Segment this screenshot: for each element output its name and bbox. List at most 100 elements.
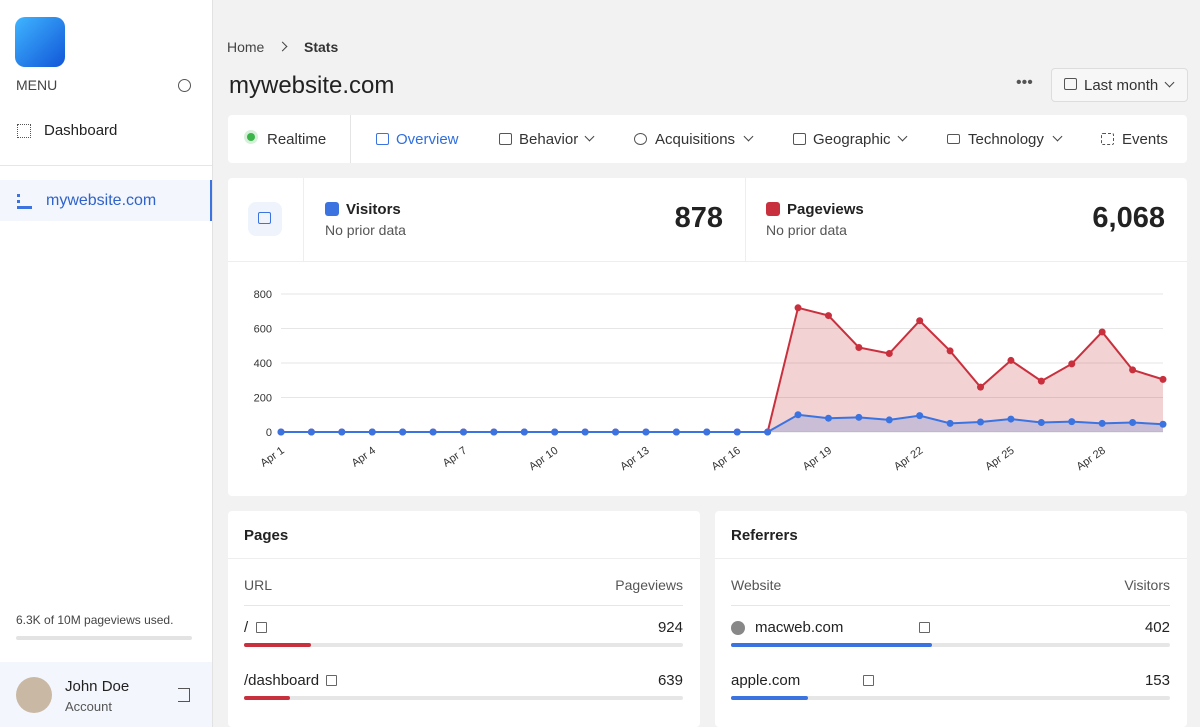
page-title: mywebsite.com: [229, 72, 395, 99]
row-label[interactable]: /dashboard: [244, 672, 320, 689]
icon: [258, 212, 271, 224]
bar-track: [731, 696, 1170, 700]
x-tick-label: Apr 19: [801, 445, 834, 473]
user-role: Account: [65, 699, 112, 714]
tab[interactable]: Realtime: [267, 131, 327, 148]
x-tick-label: Apr 22: [892, 445, 925, 473]
row-value: 924: [657, 619, 683, 636]
y-tick-label: 800: [254, 289, 272, 301]
column-header: Website: [731, 577, 782, 593]
point: [946, 419, 954, 427]
tab[interactable]: Behavior: [519, 131, 579, 148]
stats-card: Visitors No prior data 878 Pageviews No …: [228, 178, 1187, 496]
stat-note: No prior data: [766, 222, 847, 238]
card-title: Referrers: [731, 527, 798, 544]
site-name: mywebsite.com: [46, 192, 157, 209]
point: [1007, 415, 1015, 423]
y-tick-label: 600: [254, 324, 272, 336]
x-tick-label: Apr 7: [441, 445, 469, 470]
y-tick-label: 0: [266, 427, 272, 439]
divider: [350, 115, 351, 163]
referrers-card: Referrers Website Visitors macweb.com 402 app…: [715, 511, 1187, 727]
theme-toggle[interactable]: [178, 79, 191, 92]
external-link[interactable]: [919, 622, 930, 633]
row-label[interactable]: apple.com: [731, 672, 801, 689]
tab-icon: [947, 134, 960, 144]
point: [612, 428, 620, 436]
avatar: [16, 677, 52, 713]
period-select[interactable]: Last month: [1051, 68, 1188, 102]
point: [551, 428, 559, 436]
point: [520, 428, 528, 436]
legend-swatch: [325, 202, 339, 216]
point: [1129, 366, 1137, 374]
external-link[interactable]: [256, 622, 267, 633]
point: [1159, 420, 1167, 428]
more-button[interactable]: •••: [1016, 74, 1033, 91]
line-chart: 0 200 400 600 800 Apr 1 Apr 4 Apr 7 Apr 10 Apr 13…: [254, 289, 1167, 473]
x-tick-label: Apr 25: [983, 445, 1016, 473]
point: [977, 418, 985, 426]
tab-bar: Realtime Overview Behavior Acquisitions …: [228, 115, 1187, 163]
point: [277, 428, 285, 436]
row-label[interactable]: macweb.com: [755, 619, 844, 636]
row-value: 639: [657, 672, 683, 689]
breadcrumb-separator: [277, 41, 288, 52]
point: [794, 304, 802, 312]
stat-value: 6,068: [1092, 202, 1165, 234]
x-tick-label: Apr 28: [1074, 445, 1107, 473]
tab[interactable]: Geographic: [813, 131, 891, 148]
x-tick-label: Apr 13: [618, 445, 651, 473]
bar-track: [244, 643, 683, 647]
point: [1068, 418, 1076, 426]
point: [338, 428, 346, 436]
tab-icon: [499, 133, 512, 145]
usage-text: 6.3K of 10M pageviews used.: [16, 613, 174, 627]
favicon: [731, 621, 745, 635]
point: [490, 428, 498, 436]
point: [1159, 375, 1167, 383]
point: [399, 428, 407, 436]
point: [824, 414, 832, 422]
tab[interactable]: Overview: [396, 131, 459, 148]
app-logo[interactable]: [15, 17, 65, 67]
breadcrumb-item: Stats: [304, 39, 339, 55]
breadcrumb-item[interactable]: Home: [227, 39, 265, 55]
row-value: 402: [1144, 619, 1170, 636]
tab[interactable]: Acquisitions: [655, 131, 736, 148]
point: [1068, 360, 1076, 368]
tab[interactable]: Technology: [968, 131, 1044, 148]
stat-name: Pageviews: [787, 201, 864, 218]
usage-bar: [16, 636, 192, 640]
point: [764, 428, 772, 436]
column-header: Visitors: [1124, 577, 1170, 593]
logout-button[interactable]: [178, 688, 190, 702]
divider: [0, 165, 212, 166]
site-item[interactable]: mywebsite.com: [0, 180, 212, 221]
point: [794, 411, 802, 419]
y-tick-label: 400: [254, 358, 272, 370]
row-label[interactable]: /: [244, 619, 249, 636]
point: [946, 347, 954, 355]
chevron: [1052, 131, 1063, 142]
bar: [731, 643, 932, 647]
nav-item[interactable]: Dashboard: [44, 122, 118, 139]
tab[interactable]: Events: [1122, 131, 1168, 148]
area: [281, 307, 1163, 432]
point: [916, 317, 924, 325]
divider: [731, 605, 1170, 606]
external-link[interactable]: [326, 675, 337, 686]
pages-card: Pages URL Pageviews / 924/dashboard 639: [228, 511, 700, 727]
point: [885, 350, 893, 358]
chevron: [1164, 77, 1175, 88]
point: [855, 413, 863, 421]
external-link[interactable]: [863, 675, 874, 686]
user-name: John Doe: [65, 678, 130, 695]
stat-name: Visitors: [346, 201, 401, 218]
area: [281, 414, 1163, 432]
point: [642, 428, 650, 436]
legend-swatch: [766, 202, 780, 216]
row-value: 153: [1144, 672, 1170, 689]
x-tick-label: Apr 4: [350, 445, 378, 470]
